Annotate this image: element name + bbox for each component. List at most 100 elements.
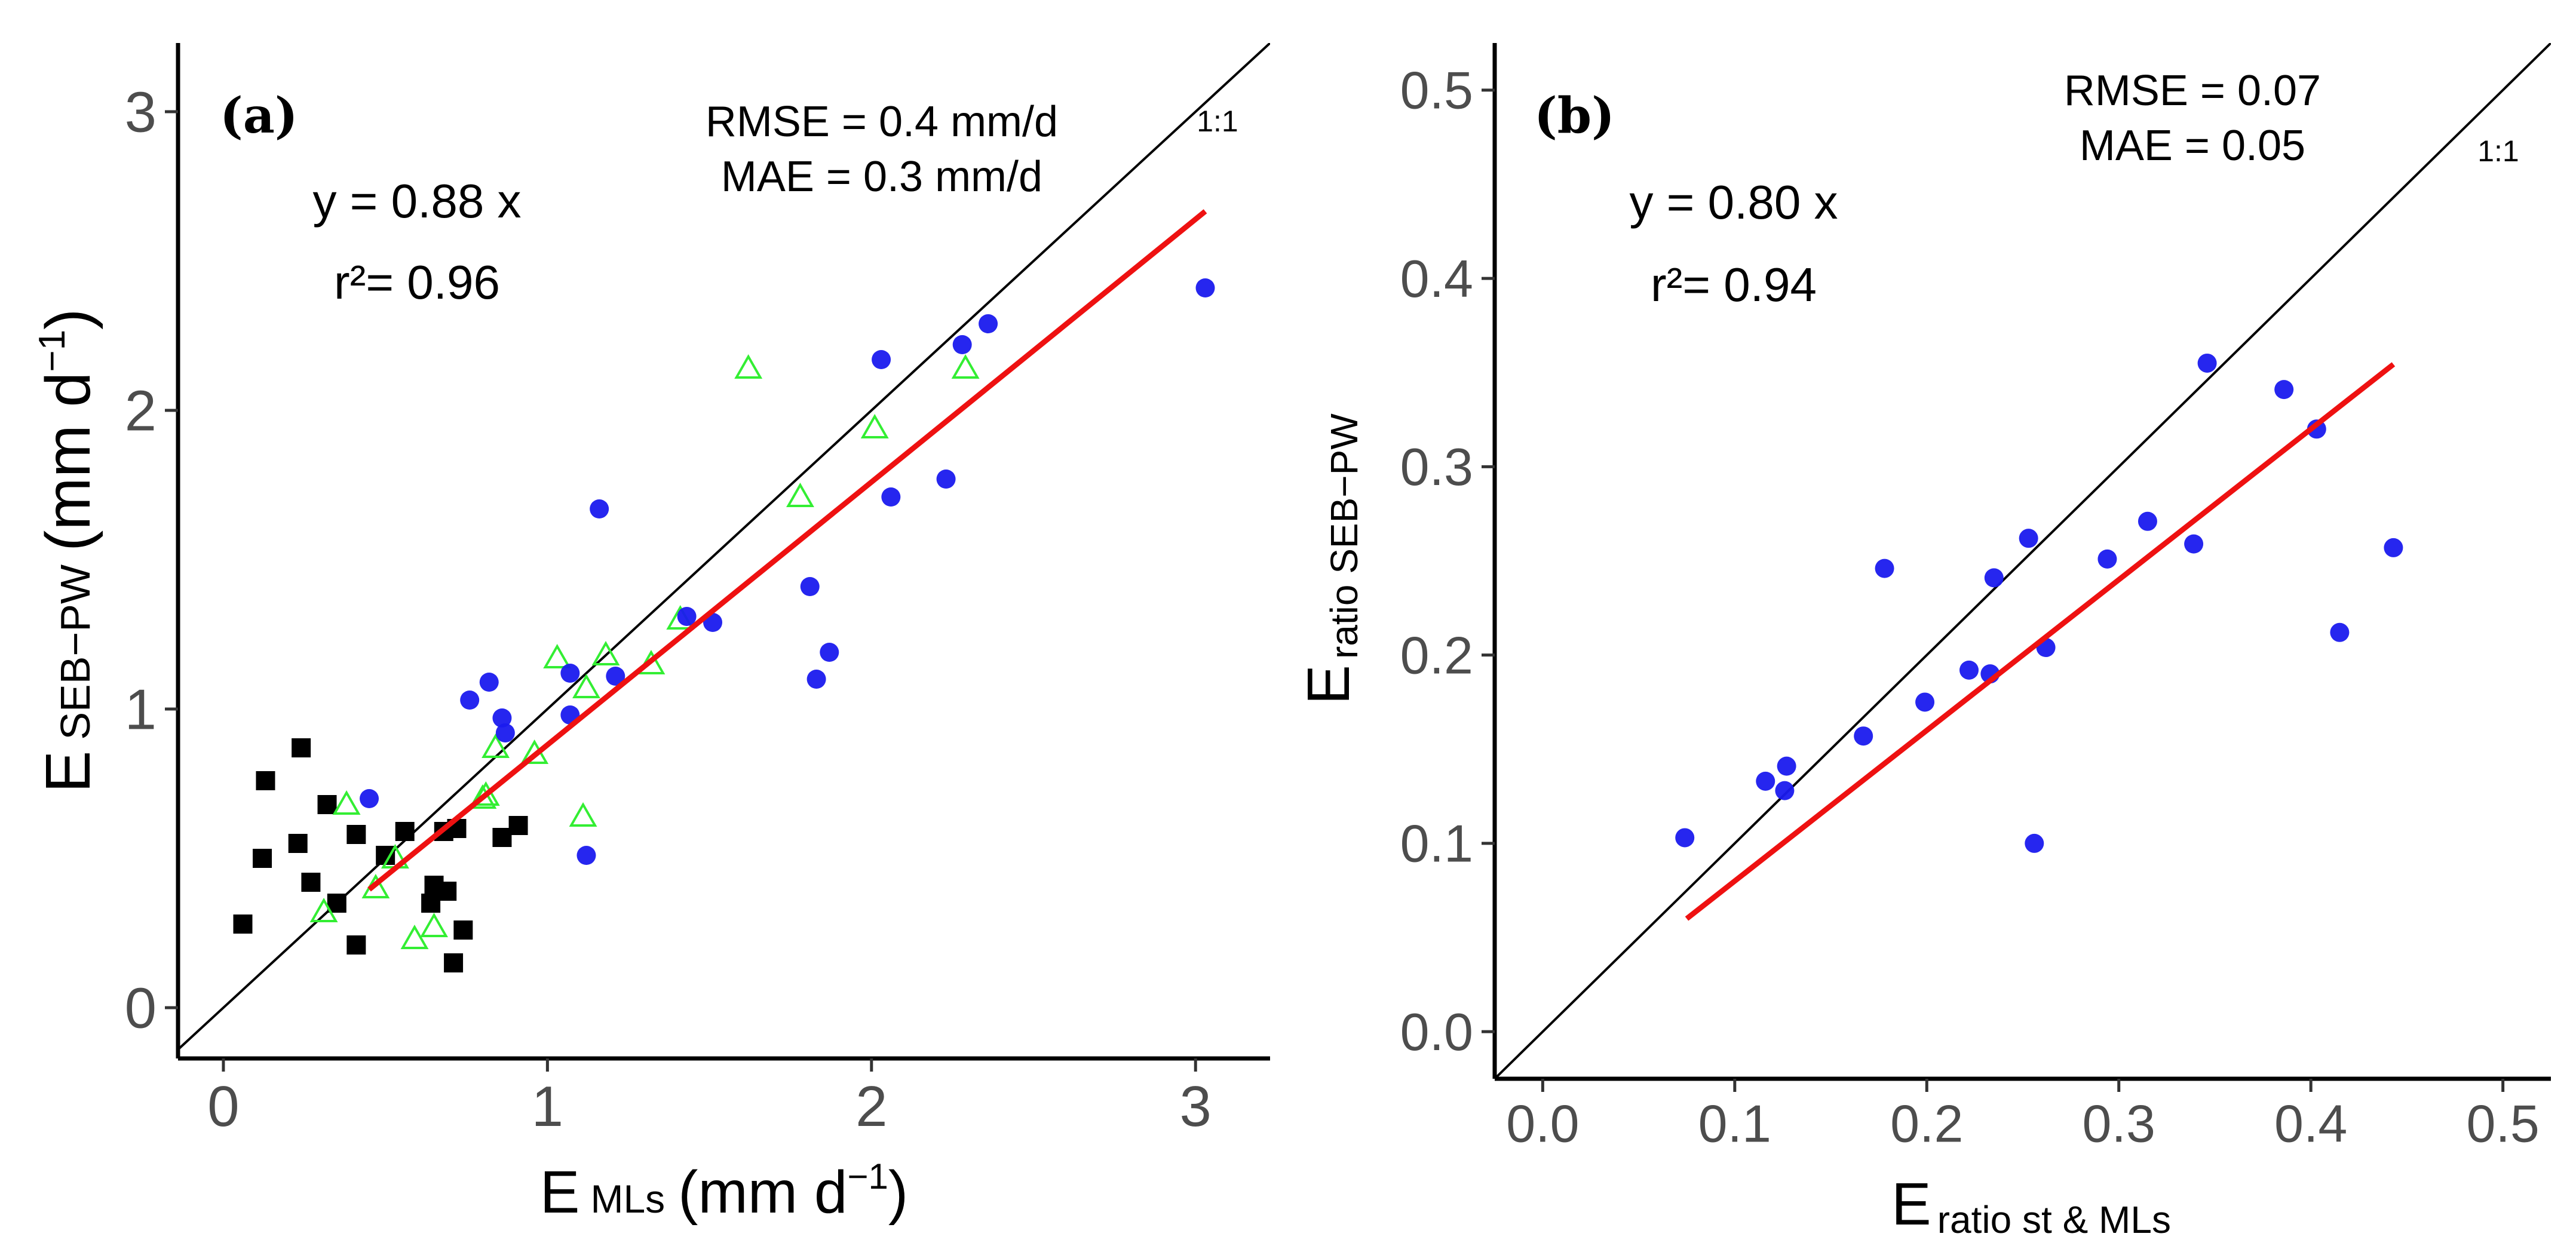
data-point-square <box>492 828 512 847</box>
data-point-circle <box>2138 511 2157 531</box>
data-point-circle <box>460 691 480 710</box>
x-tick-label: 0.4 <box>2274 1094 2347 1153</box>
data-point-circle <box>677 607 697 626</box>
data-point-triangle <box>309 897 338 922</box>
rmse-b: RMSE = 0.07 <box>2064 67 2321 115</box>
r2-a: r²= 0.96 <box>334 256 500 309</box>
y-tick-label: 0.5 <box>1400 61 1473 120</box>
x-tick-label: 0.2 <box>1890 1094 1963 1153</box>
mae-a: MAE = 0.3 mm/d <box>721 153 1042 201</box>
data-point-triangle <box>420 912 448 937</box>
data-point-triangle <box>543 643 572 668</box>
y-title-close-a: ) <box>33 309 103 330</box>
y-tick-label: 0.2 <box>1400 625 1473 685</box>
panel-b: 0.0 0.1 0.2 0.3 0.4 0.5 0.0 0.1 0.2 0.3 0.4 0.5 (b)… <box>1295 43 2551 1241</box>
data-point-square <box>233 914 253 934</box>
data-point-circle <box>1854 726 1873 746</box>
data-point-triangle <box>569 802 597 827</box>
data-point-circle <box>2384 538 2403 557</box>
data-point-square <box>508 816 528 835</box>
data-point-circle <box>1777 756 1796 776</box>
panel-a: 0 1 2 3 0 1 2 3 (a) y = 0.88 x r²= 0.96 RMSE = … <box>32 43 1270 1226</box>
panel-label-b: (b) <box>1534 87 1615 145</box>
y-tick-label: 0.4 <box>1400 249 1473 308</box>
x-title-main-a: E <box>540 1159 580 1226</box>
points-b <box>1675 353 2403 853</box>
data-point-triangle <box>951 354 980 379</box>
data-point-triangle <box>786 482 814 507</box>
data-point-circle <box>495 723 515 742</box>
data-point-circle <box>1195 278 1215 297</box>
data-point-square <box>395 822 415 841</box>
data-point-triangle <box>572 673 600 698</box>
data-point-circle <box>1756 771 1775 791</box>
data-point-square <box>317 795 337 814</box>
data-point-square <box>437 882 457 901</box>
data-point-triangle <box>734 354 763 379</box>
data-point-circle <box>479 673 499 692</box>
x-tick-label: 0 <box>207 1075 239 1138</box>
data-point-circle <box>1959 660 1979 680</box>
data-point-circle <box>2025 833 2044 853</box>
data-point-triangle <box>482 733 510 758</box>
y-axis-title-a: E SEB−PW (mm d−1) <box>32 309 103 793</box>
one-to-one-line-a <box>178 43 1270 1051</box>
data-point-circle <box>2307 419 2326 439</box>
data-point-circle <box>2019 529 2038 548</box>
x-title-sub-a: MLs <box>590 1177 665 1221</box>
y-title-unit-a: (mm d <box>33 372 103 551</box>
data-point-square <box>256 771 275 790</box>
data-point-circle <box>1915 692 1935 712</box>
mae-b: MAE = 0.05 <box>2080 122 2305 170</box>
x-tick-label: 0.5 <box>2466 1094 2539 1153</box>
x-title-close-a: ) <box>888 1159 908 1226</box>
data-point-square <box>288 834 308 853</box>
data-point-square <box>444 953 464 972</box>
data-point-square <box>346 935 366 955</box>
data-point-circle <box>560 664 580 683</box>
fit-line-a <box>367 209 1207 892</box>
data-point-circle <box>606 667 625 686</box>
points-a <box>233 278 1215 972</box>
data-point-circle <box>1675 828 1695 848</box>
data-point-circle <box>952 335 972 354</box>
data-point-triangle <box>468 784 497 809</box>
equation-a: y = 0.88 x <box>312 174 521 228</box>
x-tick-label: 1 <box>532 1075 563 1138</box>
data-point-circle <box>800 577 820 596</box>
data-point-circle <box>979 314 998 333</box>
data-point-circle <box>1875 558 1894 578</box>
y-tick-label: 0 <box>125 977 157 1041</box>
x-tick-label: 3 <box>1180 1075 1212 1138</box>
data-point-circle <box>2197 353 2217 373</box>
rmse-a: RMSE = 0.4 mm/d <box>706 98 1058 146</box>
data-point-circle <box>881 487 901 507</box>
x-tick-label: 2 <box>855 1075 887 1138</box>
one-to-one-label-b: 1:1 <box>2477 134 2519 168</box>
x-tick-label: 0.3 <box>2083 1094 2155 1153</box>
data-point-circle <box>806 670 826 689</box>
y-title-main-b: E <box>1295 665 1362 705</box>
data-point-circle <box>872 350 891 369</box>
x-title-exp-a: −1 <box>847 1156 888 1196</box>
y-title-exp-a: −1 <box>32 330 73 372</box>
data-point-square <box>346 825 366 844</box>
y-tick-label: 0.3 <box>1400 437 1473 496</box>
one-to-one-line-b <box>1495 43 2551 1079</box>
data-point-triangle <box>860 413 889 438</box>
y-tick-label: 0.0 <box>1400 1002 1473 1061</box>
data-point-circle <box>590 499 609 518</box>
x-tick-label: 0.0 <box>1506 1094 1579 1153</box>
data-point-circle <box>576 846 596 865</box>
y-tick-label: 2 <box>125 379 157 443</box>
x-title-main-b: E <box>1891 1171 1931 1238</box>
x-title-unit-a: (mm d <box>678 1159 847 1226</box>
data-point-circle <box>2097 549 2117 569</box>
data-point-triangle <box>471 781 500 806</box>
data-point-circle <box>2330 622 2350 642</box>
data-point-square <box>301 873 321 892</box>
data-point-triangle <box>400 924 429 949</box>
data-point-circle <box>936 469 956 489</box>
